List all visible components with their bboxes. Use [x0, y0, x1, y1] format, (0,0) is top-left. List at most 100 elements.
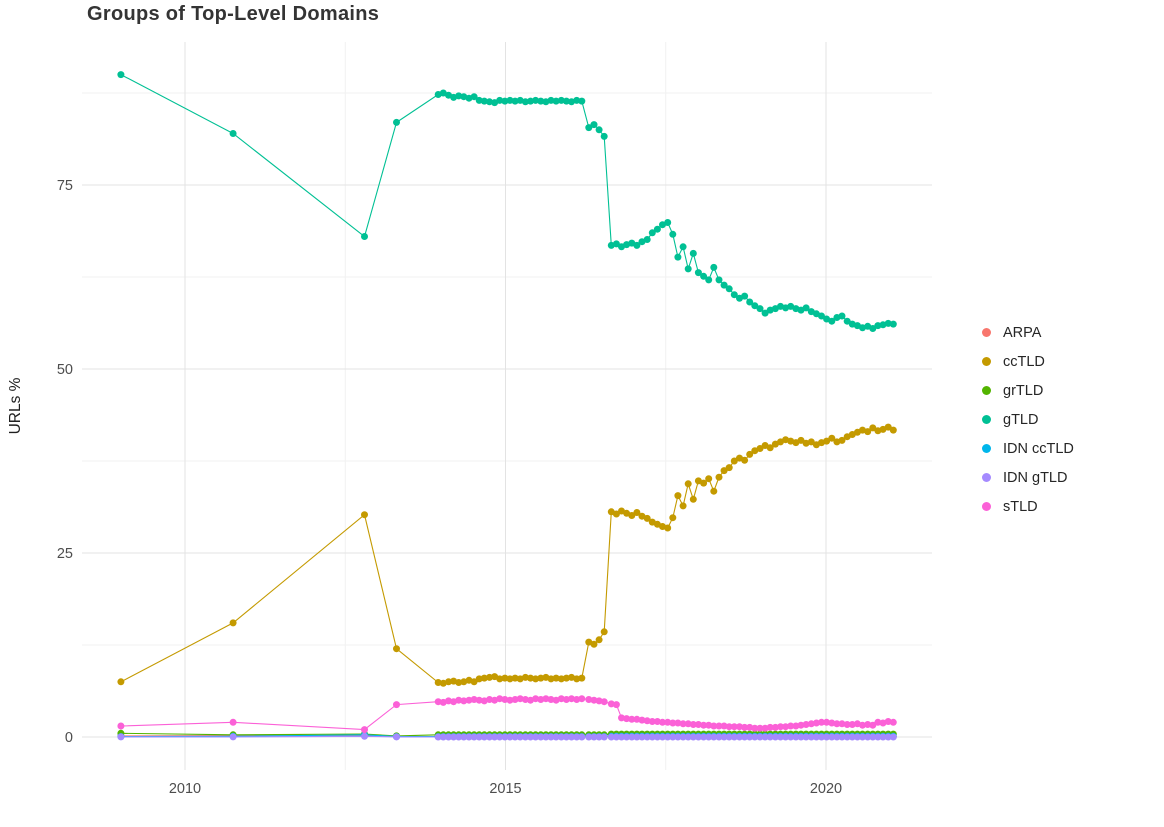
- data-point: [818, 718, 825, 726]
- data-point: [853, 733, 861, 741]
- data-point: [562, 733, 570, 741]
- data-point: [833, 720, 841, 728]
- data-point: [511, 97, 519, 105]
- data-point: [496, 733, 504, 741]
- data-point: [889, 733, 897, 741]
- data-point: [590, 733, 598, 741]
- data-point: [460, 733, 468, 741]
- data-point: [638, 716, 646, 724]
- data-point: [506, 696, 514, 704]
- data-point: [585, 733, 593, 741]
- data-point: [684, 480, 692, 488]
- data-point: [643, 717, 651, 725]
- data-point: [664, 219, 672, 226]
- data-point: [595, 636, 603, 644]
- data-point: [751, 733, 759, 741]
- data-point: [684, 720, 692, 728]
- data-point: [756, 445, 764, 452]
- data-point: [653, 225, 661, 233]
- data-point: [590, 640, 598, 648]
- data-point: [229, 718, 237, 726]
- data-point: [679, 720, 687, 728]
- data-point: [659, 733, 666, 741]
- data-point: [612, 510, 620, 518]
- data-point: [859, 733, 866, 741]
- legend-key-dot: [982, 444, 991, 453]
- data-point: [746, 733, 754, 741]
- data-point: [568, 733, 575, 741]
- data-point: [771, 733, 779, 741]
- legend-item: ccTLD: [976, 347, 1074, 376]
- data-point: [393, 118, 400, 126]
- data-point: [547, 733, 555, 741]
- data-point: [562, 674, 570, 682]
- data-point: [869, 325, 877, 332]
- data-point: [521, 733, 529, 741]
- data-point: [445, 678, 452, 686]
- data-point: [802, 304, 810, 312]
- data-point: [496, 675, 504, 683]
- data-point: [496, 96, 504, 104]
- data-point: [393, 645, 400, 653]
- data-point: [361, 726, 368, 734]
- data-point: [730, 457, 738, 465]
- data-point: [653, 733, 661, 741]
- data-point: [465, 733, 473, 741]
- data-point: [700, 479, 708, 487]
- data-point: [710, 722, 718, 730]
- data-point: [460, 697, 468, 705]
- data-point: [684, 733, 692, 741]
- data-point: [884, 423, 892, 431]
- data-point: [361, 511, 368, 519]
- data-point: [578, 733, 586, 741]
- data-point: [689, 495, 697, 503]
- data-point: [705, 276, 713, 284]
- data-point: [552, 97, 560, 105]
- gridlines: [82, 42, 932, 770]
- data-point: [537, 733, 545, 741]
- data-point: [869, 721, 877, 729]
- data-point: [643, 733, 651, 741]
- data-point: [674, 719, 682, 727]
- data-point: [117, 733, 125, 741]
- data-point: [659, 718, 666, 726]
- data-point: [874, 718, 882, 726]
- legend: ARPA ccTLD grTLD gTLD IDN ccTLD IDN gTLD…: [976, 318, 1074, 521]
- data-point: [669, 514, 677, 522]
- data-point: [393, 733, 400, 741]
- data-point: [736, 723, 743, 731]
- data-point: [766, 444, 774, 452]
- data-point: [511, 733, 519, 741]
- data-point: [730, 723, 738, 731]
- chart-title: Groups of Top-Level Domains: [87, 3, 380, 25]
- data-point: [618, 714, 625, 722]
- data-point: [859, 721, 866, 729]
- data-point: [807, 733, 815, 741]
- data-point: [807, 438, 815, 446]
- data-point: [521, 696, 529, 703]
- data-point: [751, 724, 759, 732]
- legend-item: grTLD: [976, 376, 1074, 405]
- data-point: [455, 679, 463, 686]
- data-point: [848, 733, 856, 741]
- data-point: [537, 674, 545, 682]
- y-tick-label: 50: [57, 362, 73, 378]
- legend-key-dot: [982, 328, 991, 337]
- data-point: [361, 233, 368, 240]
- legend-item-label: grTLD: [1003, 382, 1044, 399]
- data-point: [869, 424, 877, 432]
- data-point: [664, 733, 672, 741]
- data-point: [475, 96, 483, 104]
- data-point: [573, 96, 581, 104]
- data-point: [496, 695, 504, 703]
- legend-item-label: IDN gTLD: [1003, 469, 1068, 486]
- data-point: [777, 723, 784, 731]
- data-point: [741, 733, 749, 741]
- data-point: [700, 272, 708, 280]
- data-point: [725, 285, 733, 293]
- data-point: [828, 733, 836, 741]
- data-point: [117, 678, 125, 686]
- data-point: [674, 492, 682, 500]
- legend-item: sTLD: [976, 492, 1074, 521]
